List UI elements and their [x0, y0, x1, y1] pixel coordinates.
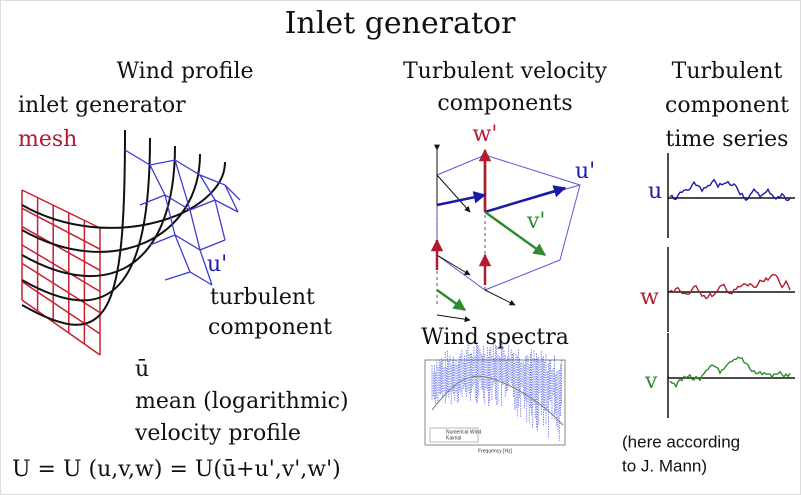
time-series: [667, 153, 795, 418]
label: u': [207, 252, 227, 277]
equation: U = U (u,v,w) = U(ū+u',v',w'): [12, 457, 341, 482]
signal: [669, 273, 791, 300]
heading: Turbulent velocity: [403, 59, 608, 84]
series-label: u: [648, 179, 662, 204]
axis-label: Frequency [Hz]: [478, 448, 513, 454]
profile-curve: [21, 161, 226, 229]
label: component: [208, 315, 332, 340]
mesh-line: [21, 189, 101, 229]
series-label: v: [644, 369, 658, 394]
vector-label: w': [473, 122, 498, 147]
series-label: w: [640, 285, 659, 310]
mesh-line: [21, 244, 101, 293]
heading: Wind spectra: [421, 325, 569, 350]
mesh-line: [21, 262, 101, 314]
mesh-line: [21, 226, 101, 271]
label: mean (logarithmic): [135, 389, 349, 414]
heading: Wind profile: [116, 59, 253, 84]
note: (here according: [622, 432, 740, 451]
profile-curve: [21, 145, 176, 278]
spectrum: [431, 340, 564, 441]
title: Inlet generator: [285, 6, 516, 41]
profile-curve: [21, 129, 126, 326]
legend: [429, 427, 479, 443]
heading: Turbulent: [672, 59, 783, 84]
vector-label: u': [575, 159, 595, 184]
label: ū: [135, 357, 149, 382]
mesh-line: [21, 281, 101, 335]
profile-curves: [21, 129, 226, 326]
signal: [669, 356, 791, 389]
vector-diagram: [430, 144, 581, 323]
label: velocity profile: [134, 421, 301, 446]
note: to J. Mann): [622, 456, 707, 475]
label: inlet generator: [18, 93, 186, 118]
legend-entry: Kaimal: [446, 435, 461, 441]
model-curve: [431, 375, 564, 426]
label: turbulent: [210, 285, 315, 310]
profile-curve: [21, 153, 201, 253]
heading: component: [665, 93, 789, 118]
signal: [669, 178, 791, 202]
vector-label: v': [526, 209, 545, 234]
fluctuation-mesh: [124, 149, 241, 286]
mesh: [21, 189, 101, 356]
heading: components: [437, 91, 572, 116]
mesh-line: [21, 207, 101, 250]
heading: time series: [666, 127, 789, 152]
legend-entry: Numerical Wind: [446, 429, 482, 435]
profile-curve: [21, 137, 151, 302]
mesh-line: [21, 299, 101, 356]
label: mesh: [18, 127, 77, 152]
